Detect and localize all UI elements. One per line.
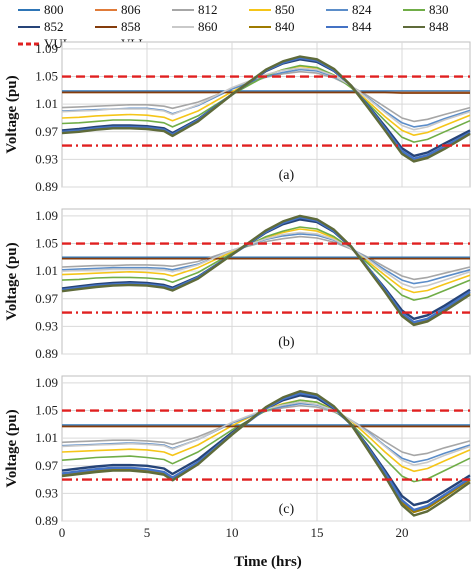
panel-b-ytick-label: 0.89 <box>35 346 58 361</box>
panel-b-ytick-label: 0.93 <box>35 318 58 333</box>
panel-a-y-axis-label: Voltage (pu) <box>4 75 20 153</box>
panel-b-y-axis-label: Voltage (pu) <box>4 242 20 320</box>
legend-label-800: 800 <box>44 2 64 17</box>
panel-c-plot-area <box>61 375 471 522</box>
panel-b-label: (b) <box>278 335 295 350</box>
chart-panels: 0.890.930.971.011.051.09(a)Voltage (pu)0… <box>4 41 471 540</box>
x-axis-label: Time (hrs) <box>234 554 302 570</box>
panel-c-xtick-label: 15 <box>311 525 324 540</box>
panel-a-ytick-label: 1.05 <box>35 69 58 84</box>
panel-a-series-860 <box>61 67 471 131</box>
panel-a-ytick-label: 1.09 <box>35 41 58 56</box>
panel-a-series-848 <box>61 55 471 163</box>
panel-b-ytick-label: 1.05 <box>35 236 58 251</box>
legend-label-824: 824 <box>352 2 372 17</box>
legend-label-806: 806 <box>121 2 141 17</box>
panel-b-ytick-label: 1.01 <box>35 263 58 278</box>
panel-c-series-844 <box>61 392 471 512</box>
panel-c-ytick-label: 0.89 <box>35 513 58 528</box>
panel-b-series-824 <box>61 233 471 285</box>
panel-c: 0.89 0.93 0.97 1.01 1.05 1.09 0 5 10 15 20 (c) Volta… <box>4 375 471 540</box>
panel-c-ytick-label: 1.09 <box>35 375 58 390</box>
panel-b: 0.89 0.93 0.97 1.01 1.05 1.09 (b) Voltage (pu) <box>4 208 471 361</box>
panel-c-ytick-label: 1.01 <box>35 430 58 445</box>
panel-c-ytick-label: 1.05 <box>35 403 58 418</box>
legend-label-844: 844 <box>352 19 372 34</box>
panel-c-ytick-label: 0.93 <box>35 485 58 500</box>
panel-c-series-812 <box>61 404 471 457</box>
panel-b-series-860 <box>61 231 471 289</box>
panel-b-series-848 <box>61 214 471 327</box>
panel-a-series-812 <box>61 70 471 123</box>
legend-label-858: 858 <box>121 19 141 34</box>
panel-b-series-850 <box>61 228 471 294</box>
panel-c-label: (c) <box>279 502 295 517</box>
legend-label-812: 812 <box>198 2 218 17</box>
panel-a-ytick-label: 0.93 <box>35 151 58 166</box>
panel-c-ytick-label: 0.97 <box>35 458 58 473</box>
panel-c-xtick-label: 5 <box>144 525 151 540</box>
panel-b-series-830 <box>61 226 471 301</box>
panel-a-series-858 <box>62 91 470 94</box>
panel-c-xtick-label: 20 <box>396 525 409 540</box>
panel-a-label: (a) <box>279 168 295 183</box>
panel-b-series-812 <box>61 235 471 281</box>
panel-c-series-848 <box>61 390 471 517</box>
panel-a-ytick-label: 0.89 <box>35 179 58 194</box>
panel-a-series-844 <box>61 56 471 160</box>
legend-label-830: 830 <box>429 2 449 17</box>
panel-c-series-860 <box>61 401 471 466</box>
panel-c-xtick-label: 10 <box>226 525 239 540</box>
panel-a-ytick-label: 1.01 <box>35 96 58 111</box>
panel-c-y-axis-label: Voltage (pu) <box>4 409 20 487</box>
panel-b-ytick-label: 1.09 <box>35 208 58 223</box>
panel-b-series-844 <box>61 216 471 324</box>
panel-a-ytick-label: 0.97 <box>35 124 58 139</box>
panel-c-series-852 <box>61 394 471 507</box>
legend-label-852: 852 <box>44 19 64 34</box>
legend-label-848: 848 <box>429 19 449 34</box>
legend: 800806812850824830852858860840844848VULV… <box>18 2 449 51</box>
legend-label-860: 860 <box>198 19 218 34</box>
panel-b-ytick-label: 0.97 <box>35 291 58 306</box>
panel-c-xtick-label: 0 <box>59 525 66 540</box>
legend-label-850: 850 <box>275 2 295 17</box>
panel-a: 0.89 0.93 0.97 1.01 1.05 1.09 (a) Voltage (pu) <box>4 41 471 194</box>
legend-label-840: 840 <box>275 19 295 34</box>
